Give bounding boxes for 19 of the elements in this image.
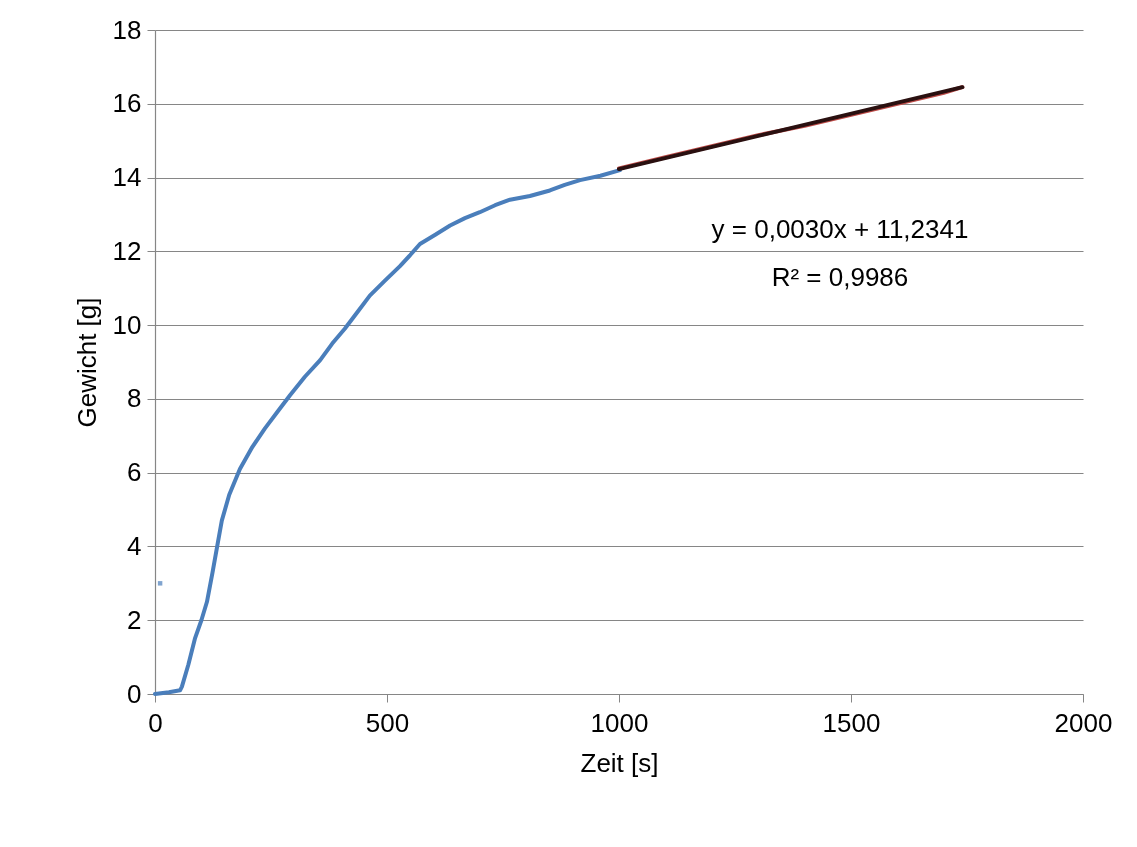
x-tick-label: 500 <box>365 707 410 738</box>
y-tick-label: 6 <box>127 457 142 488</box>
y-tick-label: 10 <box>112 309 142 340</box>
annotation: y = 0,0030x + 11,2341 <box>711 214 969 244</box>
x-tick-label: 2000 <box>1054 707 1113 738</box>
y-tick-label: 2 <box>127 604 142 635</box>
annotation: R² = 0,9986 <box>771 262 909 292</box>
y-tick-label: 12 <box>112 235 142 266</box>
x-axis-title: Zeit [s] <box>580 747 659 778</box>
x-tick-label: 0 <box>148 707 163 738</box>
y-tick-label: 16 <box>112 88 142 119</box>
y-axis-title: Gewicht [g] <box>71 297 102 428</box>
y-tick-label: 0 <box>127 678 142 709</box>
x-tick-label: 1000 <box>590 707 649 738</box>
y-tick-label: 8 <box>127 383 142 414</box>
x-tick-label: 1500 <box>822 707 881 738</box>
y-tick-label: 18 <box>112 14 142 45</box>
y-tick-label: 4 <box>127 530 142 561</box>
y-tick-label: 14 <box>112 162 142 193</box>
